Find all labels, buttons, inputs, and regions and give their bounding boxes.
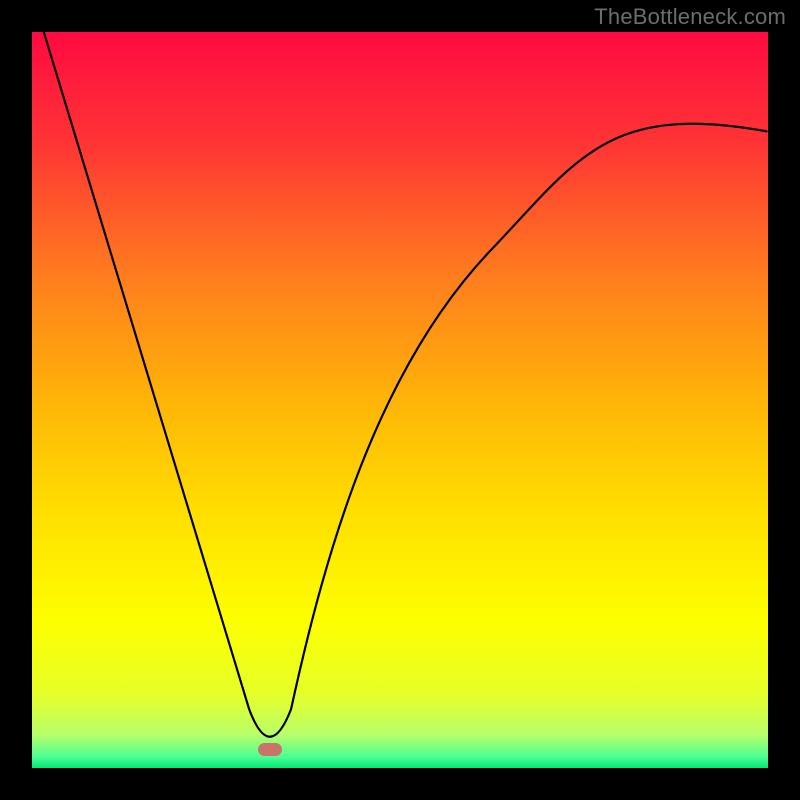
figure-root: TheBottleneck.com xyxy=(0,0,800,800)
watermark-text: TheBottleneck.com xyxy=(594,4,786,30)
bottleneck-curve xyxy=(44,32,767,737)
optimum-marker xyxy=(258,743,282,756)
curve-layer xyxy=(32,32,768,768)
plot-area xyxy=(32,32,768,768)
